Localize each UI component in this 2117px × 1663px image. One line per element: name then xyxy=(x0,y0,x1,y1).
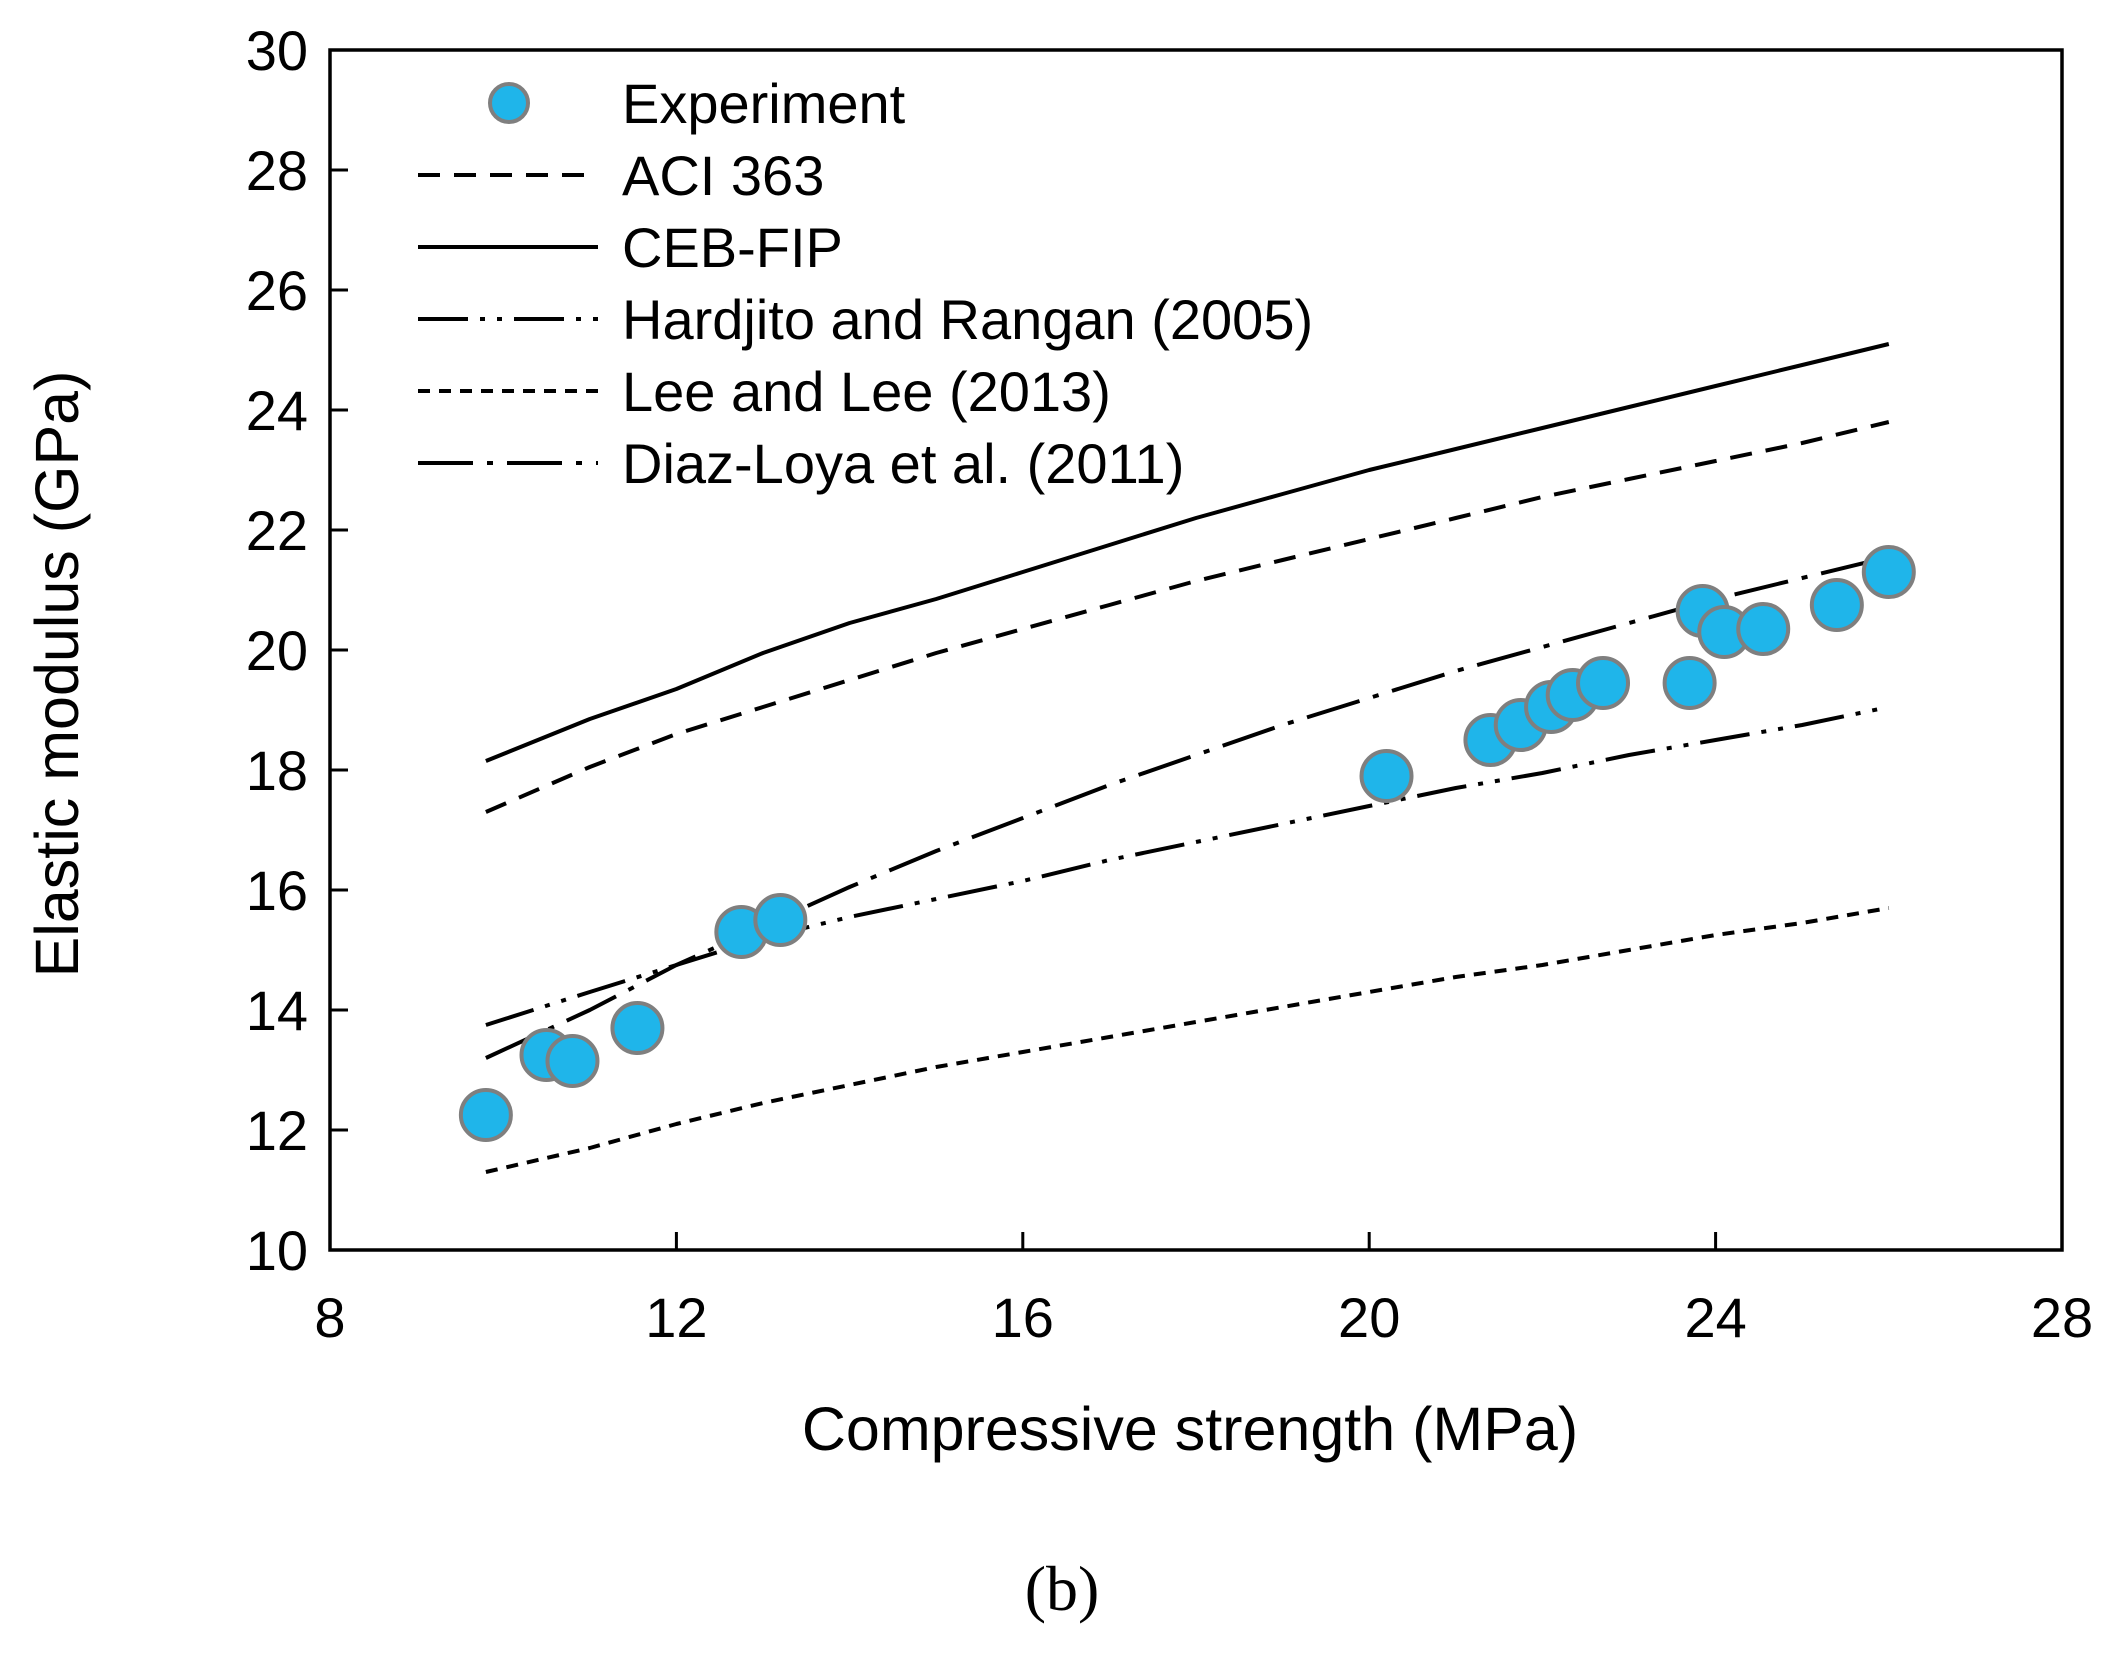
experiment-point xyxy=(610,1001,665,1055)
x-tick-label: 16 xyxy=(992,1286,1054,1349)
legend-label-ceb-fip: CEB-FIP xyxy=(622,216,843,279)
y-tick-label: 14 xyxy=(246,979,308,1042)
experiment-point xyxy=(458,1088,513,1142)
x-tick-label: 12 xyxy=(645,1286,707,1349)
y-tick-label: 16 xyxy=(246,859,308,922)
experiment-point xyxy=(1736,602,1791,656)
experiment-point xyxy=(1861,545,1916,599)
legend-marker-experiment xyxy=(488,82,530,124)
series-line-lee-and-lee-2013 xyxy=(485,906,1890,1174)
legend-label-lee-and-lee-2013: Lee and Lee (2013) xyxy=(622,360,1111,423)
series-line-hardjito-and-rangan-2005 xyxy=(485,705,1890,1027)
x-tick-label: 24 xyxy=(1684,1286,1746,1349)
series-line-diaz-loya-et-al-2011 xyxy=(485,555,1890,1060)
axis-ticks: 8 12 16 20 24 28 10 12 14 16 18 20 22 24 26 28 30 xyxy=(246,19,2093,1349)
experiment-points xyxy=(458,545,1916,1142)
x-tick-label: 8 xyxy=(314,1286,345,1349)
experiment-point xyxy=(545,1034,600,1088)
y-tick-label: 20 xyxy=(246,619,308,682)
x-tick-label: 28 xyxy=(2031,1286,2093,1349)
y-tick-label: 26 xyxy=(246,259,308,322)
x-tick-label: 20 xyxy=(1338,1286,1400,1349)
series-line-ceb-fip xyxy=(485,342,1890,763)
legend-label-hardjito-and-rangan-2005: Hardjito and Rangan (2005) xyxy=(622,288,1313,351)
legend: Experiment ACI 363 CEB-FIP Hardjito and Ran… xyxy=(418,72,1313,495)
legend-label-experiment: Experiment xyxy=(622,72,906,135)
legend-label-diaz-loya-et-al-2011: Diaz-Loya et al. (2011) xyxy=(622,432,1184,495)
y-tick-label: 22 xyxy=(246,499,308,562)
x-axis-title: Compressive strength (MPa) xyxy=(802,1395,1578,1463)
experiment-point xyxy=(1359,749,1414,803)
experiment-point xyxy=(1662,656,1717,710)
experiment-point xyxy=(1576,656,1631,710)
y-tick-label: 12 xyxy=(246,1099,308,1162)
series-line-aci-363 xyxy=(485,420,1890,814)
figure-caption: (b) xyxy=(1025,1553,1100,1624)
experiment-point xyxy=(1809,578,1864,632)
y-tick-label: 10 xyxy=(246,1219,308,1282)
y-tick-label: 24 xyxy=(246,379,308,442)
experiment-point xyxy=(753,893,808,947)
legend-label-aci-363: ACI 363 xyxy=(622,144,824,207)
y-tick-label: 18 xyxy=(246,739,308,802)
y-tick-label: 30 xyxy=(246,19,308,82)
y-axis-title: Elastic modulus (GPa) xyxy=(23,371,91,978)
y-tick-label: 28 xyxy=(246,139,308,202)
